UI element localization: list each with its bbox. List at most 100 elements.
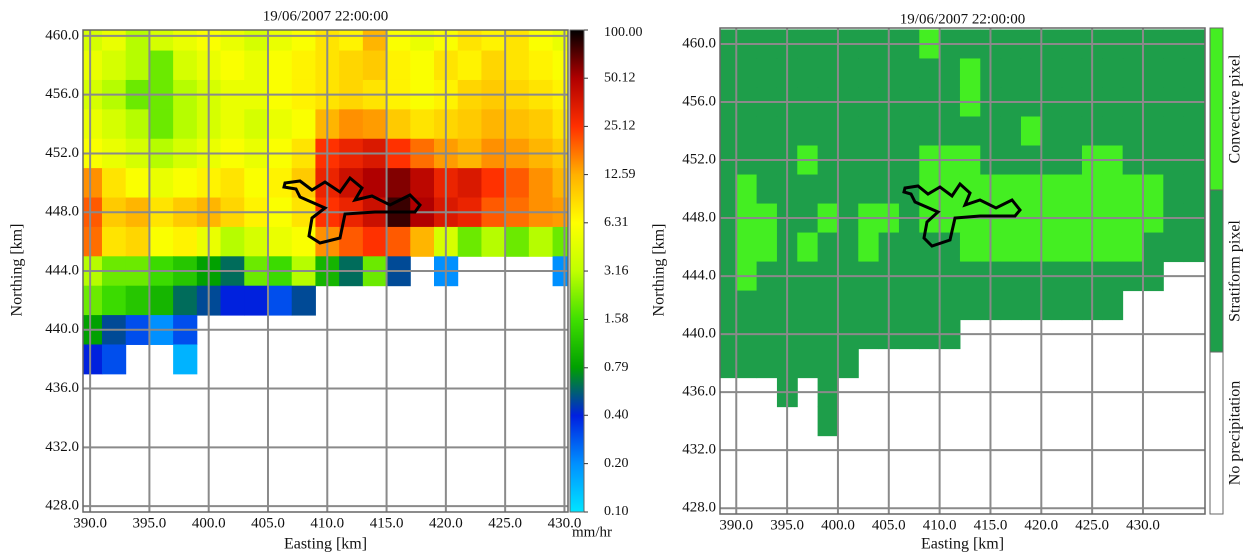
cell [959,174,981,205]
x-tick-label: 410.0 [923,517,957,533]
plot-area [720,29,1205,437]
cell [149,226,174,257]
cell [1000,58,1022,88]
cell [756,58,778,88]
cell [101,109,127,140]
colorbar-tick-label: 50.12 [604,70,636,85]
cell [919,58,941,88]
cell [1041,290,1063,321]
cell [959,290,981,321]
y-tick-label: 440.0 [45,321,79,337]
cell [83,344,103,375]
colorbar-tick-label: 100.00 [604,25,643,40]
cell [797,116,819,147]
y-tick-label: 436.0 [682,384,716,400]
cell [898,58,920,88]
cell [1122,232,1144,263]
cell [1102,58,1124,88]
cell [457,226,482,257]
cell [720,232,737,263]
cell [1163,174,1185,205]
cell [817,116,839,147]
cell [505,168,530,199]
cell [959,58,981,88]
cell [505,50,530,81]
cell [837,174,859,205]
cell [736,290,758,321]
cell [481,109,506,140]
cell [720,174,737,205]
cell [1102,290,1124,321]
cell [1122,116,1144,147]
y-tick-label: 460.0 [682,35,716,51]
cell [481,50,506,81]
cell [291,50,316,81]
y-tick-label: 460.0 [45,27,79,43]
cell [386,109,411,140]
cell [817,58,839,88]
x-tick-label: 395.0 [133,515,167,531]
cell [1142,58,1164,88]
cell [1000,116,1022,147]
cell [959,116,981,147]
x-tick-label: 425.0 [1075,517,1109,533]
cell [1020,290,1042,321]
cell [837,58,859,88]
colorbar-tick-label: 0.10 [604,504,629,519]
cell [898,116,920,147]
cell [1102,232,1124,263]
cell [1163,116,1185,147]
cell [125,109,150,140]
x-tick-label: 395.0 [770,517,804,533]
cell [1122,174,1144,205]
y-tick-label: 448.0 [682,209,716,225]
cell [756,232,778,263]
cell [797,58,819,88]
y-tick-label: 444.0 [45,262,79,278]
cell [528,226,554,257]
cell [817,290,839,321]
cell [267,226,293,257]
cell [505,226,530,257]
cell [267,109,293,140]
cell [939,58,961,88]
x-tick-label: 430.0 [548,515,582,531]
y-tick-label: 448.0 [45,204,79,220]
cell [919,290,941,321]
cell [898,232,920,263]
colorbar-tick-label: 3.16 [604,263,629,278]
cell [528,109,554,140]
x-tick-label: 400.0 [192,515,226,531]
cell [919,232,941,263]
cell [173,109,198,140]
colorbar-tick-label: 6.31 [604,215,629,230]
cell [173,285,198,316]
x-tick-label: 420.0 [1024,517,1058,533]
cell [149,50,174,81]
cell [267,50,293,81]
cell [858,232,880,263]
cell [101,168,127,199]
cell [1142,232,1164,263]
cell [362,168,388,199]
y-tick-label: 428.0 [682,500,716,516]
cell [1000,232,1022,263]
cell [1183,116,1205,147]
cell [528,168,554,199]
cell [220,226,245,257]
chart-title: 19/06/2007 22:00:00 [263,8,388,24]
x-axis-label: Easting [km] [284,536,367,553]
cell [797,290,819,321]
cell [720,116,737,147]
cell [173,226,198,257]
cell [837,116,859,147]
cell [528,50,554,81]
cell [410,168,435,199]
x-tick-label: 400.0 [821,517,855,533]
y-tick-label: 432.0 [45,439,79,455]
cell [1061,290,1083,321]
cell [244,50,269,81]
cell [149,109,174,140]
cell [858,290,880,321]
cell [1061,174,1083,205]
